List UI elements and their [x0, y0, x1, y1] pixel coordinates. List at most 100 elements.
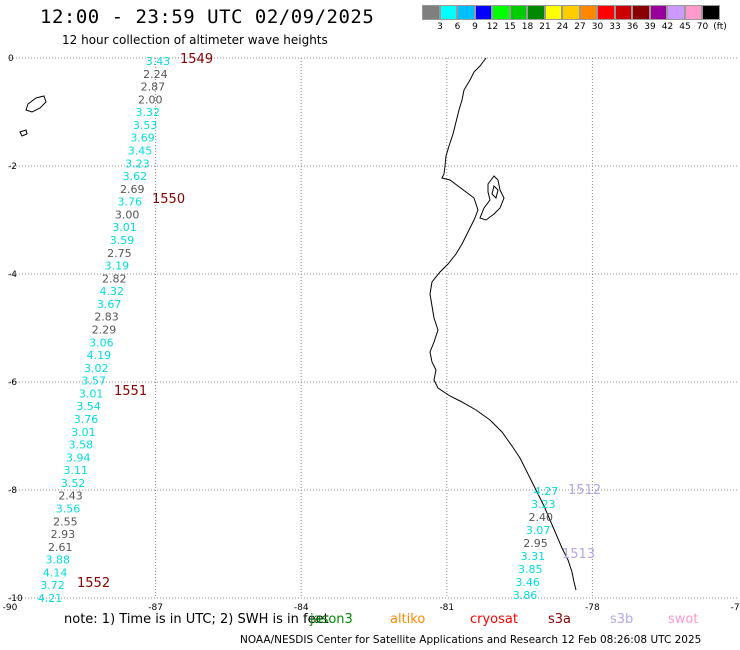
wave-height-value: 3.54: [76, 400, 101, 413]
wave-height-value: 3.01: [79, 387, 104, 400]
pass-number-label: 1512: [568, 483, 601, 498]
legend-label: 30: [591, 22, 604, 32]
wave-height-value: 2.00: [138, 93, 163, 106]
pass-labels: 1549 1550 1551 1552 1512 1513: [77, 52, 601, 591]
wave-height-value: 3.69: [130, 132, 155, 145]
mission-label-swot: swot: [668, 612, 699, 627]
wave-height-value: 3.45: [128, 145, 153, 158]
legend-swatch: [492, 5, 510, 20]
wave-height-value: 2.83: [94, 311, 119, 324]
wave-height-value: 3.62: [123, 170, 148, 183]
legend-label: 27: [574, 22, 586, 32]
x-tick-label: -87: [148, 603, 163, 613]
legend-swatch: [509, 5, 527, 20]
legend-label: 45: [679, 22, 691, 32]
wave-height-value: 4.27: [534, 485, 559, 498]
mission-label-s3a: s3a: [548, 612, 572, 627]
x-tick-label: -81: [439, 603, 454, 613]
legend-label: 9: [472, 22, 478, 32]
x-tick-label: -90: [3, 603, 18, 613]
legend-label: (ft): [713, 22, 727, 32]
coastline: [19, 57, 577, 591]
wave-height-value: 3.23: [531, 498, 556, 511]
y-tick-label: -4: [8, 270, 17, 280]
pass-number-label: 1552: [77, 576, 110, 591]
wave-height-value: 3.52: [61, 477, 86, 490]
legend-label: 15: [504, 22, 516, 32]
wave-height-value: 3.53: [133, 119, 158, 132]
wave-height-value: 3.46: [515, 576, 540, 589]
wave-height-value: 2.29: [92, 324, 117, 337]
mission-label-jason3: jason3: [310, 612, 353, 627]
wave-height-value: 3.88: [45, 554, 70, 567]
axis-tick-labels: -90 -87 -84 -81 -78 -75 0 -2 -4 -6 -8 -10: [3, 54, 740, 613]
legend-swatch: [684, 5, 702, 20]
note-text: note: 1) Time is in UTC; 2) SWH is in fe…: [64, 612, 329, 627]
wave-height-value: 3.58: [69, 439, 94, 452]
legend-swatch: [457, 5, 475, 20]
legend-swatch: [649, 5, 667, 20]
legend-swatch: [527, 5, 545, 20]
wave-height-value: 3.32: [135, 106, 160, 119]
wave-height-value: 3.57: [81, 375, 106, 388]
x-tick-label: -78: [585, 603, 600, 613]
wave-height-value: 3.00: [115, 208, 140, 221]
wave-height-value: 2.93: [51, 528, 76, 541]
wave-height-value: 2.61: [48, 541, 73, 554]
pass-number-label: 1551: [114, 384, 147, 399]
wave-height-value: 3.23: [125, 157, 150, 170]
x-tick-label: -75: [731, 603, 740, 613]
wave-height-value: 3.76: [117, 196, 142, 209]
legend-swatch: [439, 5, 457, 20]
wave-height-value: 3.19: [105, 260, 130, 273]
legend-swatch: [474, 5, 492, 20]
coastline-south-america: [429, 57, 577, 591]
y-tick-label: -6: [8, 378, 17, 388]
wave-height-value: 3.76: [74, 413, 99, 426]
legend-label: 21: [539, 22, 551, 32]
legend-swatch: [562, 5, 580, 20]
page-subtitle: 12 hour collection of altimeter wave hei…: [62, 33, 328, 47]
y-tick-label: 0: [8, 54, 14, 64]
wave-height-value: 3.07: [526, 524, 551, 537]
legend-label: 6: [454, 22, 461, 32]
pass-number-label: 1513: [562, 547, 595, 562]
wave-height-value: 2.55: [53, 515, 78, 528]
legend-label: 70: [696, 22, 709, 32]
wave-height-value: 3.02: [84, 362, 109, 375]
wave-height-value: 3.72: [40, 579, 65, 592]
wave-height-value: 4.32: [99, 285, 124, 298]
legend-swatch: [702, 5, 720, 20]
wave-height-value: 3.59: [110, 234, 135, 247]
wave-height-value: 3.94: [66, 451, 91, 464]
legend-label: 42: [661, 22, 674, 32]
wave-height-value: 3.11: [63, 464, 88, 477]
wave-height-value: 2.24: [143, 68, 168, 81]
wave-height-value: 3.86: [513, 589, 538, 602]
legend-label: 3: [437, 22, 443, 32]
legend-label: 36: [626, 22, 639, 32]
wave-height-value: 3.85: [518, 563, 543, 576]
pass-number-label: 1550: [152, 192, 185, 207]
legend-swatch: [667, 5, 685, 20]
legend-label: 39: [644, 22, 656, 32]
wave-height-value: 3.01: [112, 221, 137, 234]
wave-height-value: 2.95: [523, 537, 548, 550]
mission-label-s3b: s3b: [610, 612, 634, 627]
coastline-galapagos-isabela: [25, 95, 47, 113]
wave-height-value: 2.87: [141, 81, 166, 94]
x-tick-label: -84: [294, 603, 309, 613]
page-title: 12:00 - 23:59 UTC 02/09/2025: [40, 6, 375, 28]
wave-height-value: 3.01: [71, 426, 96, 439]
wave-height-value: 2.69: [120, 183, 145, 196]
legend-label: 12: [486, 22, 499, 32]
y-tick-label: -10: [8, 594, 23, 604]
y-tick-label: -8: [8, 486, 17, 496]
wave-height-value: 4.14: [43, 566, 68, 579]
legend-swatch: [614, 5, 632, 20]
wave-height-value: 2.40: [529, 511, 554, 524]
wave-height-value: 2.82: [102, 272, 127, 285]
y-tick-label: -2: [8, 162, 17, 172]
color-legend: [422, 5, 720, 21]
